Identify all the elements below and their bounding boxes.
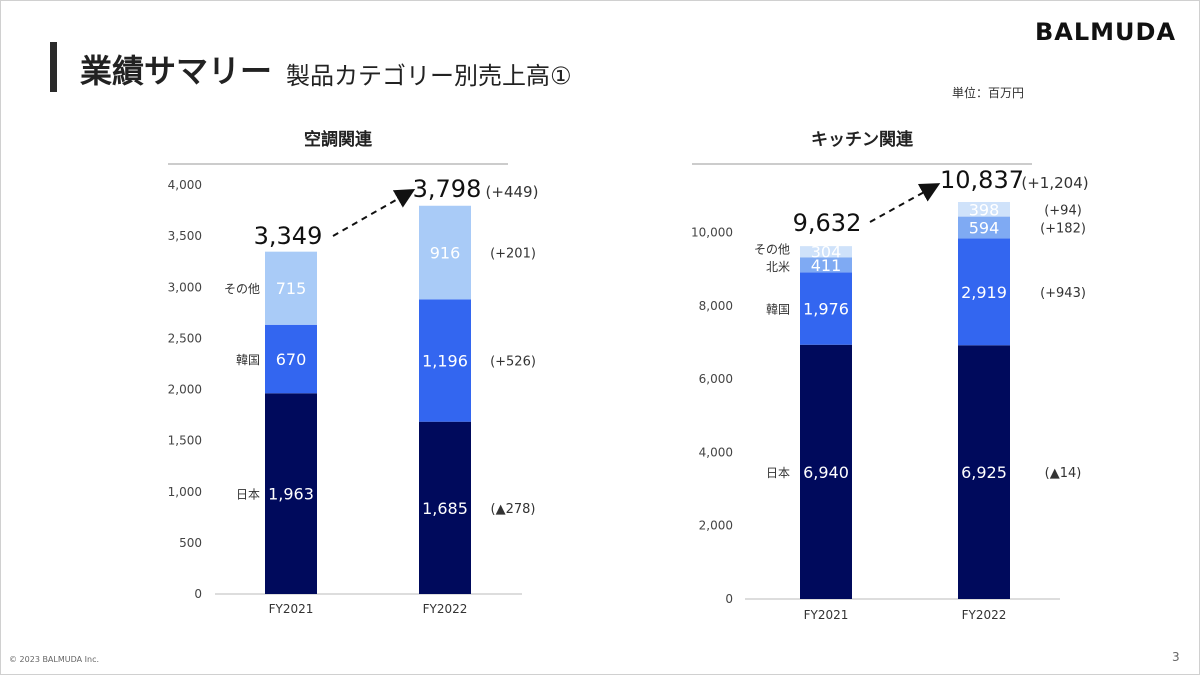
- x-tick-label: FY2022: [962, 608, 1007, 622]
- bar-segment-3: [958, 202, 1010, 217]
- bar-segment-0: [419, 421, 471, 594]
- delta-label: (+94): [1044, 203, 1082, 218]
- bar-segment-1: [800, 272, 852, 345]
- x-tick-label: FY2021: [804, 608, 849, 622]
- y-tick-label: 0: [725, 592, 733, 606]
- total-label: 9,632: [793, 209, 862, 237]
- y-tick-label: 3,000: [168, 280, 202, 294]
- bar-segment-0: [958, 345, 1010, 599]
- data-label: 398: [969, 200, 1000, 219]
- delta-label: (+182): [1040, 221, 1086, 236]
- delta-label: (+526): [490, 355, 536, 370]
- data-label: 304: [811, 243, 842, 262]
- y-tick-label: 2,000: [699, 519, 733, 533]
- y-tick-label: 10,000: [691, 226, 733, 240]
- series-label: 韓国: [766, 303, 790, 317]
- y-tick-label: 1,500: [168, 434, 202, 448]
- y-tick-label: 0: [194, 587, 202, 601]
- x-tick-label: FY2022: [423, 602, 468, 616]
- data-label: 1,963: [268, 485, 314, 504]
- delta-label: (+943): [1040, 286, 1086, 301]
- series-label: 韓国: [236, 353, 260, 367]
- chart-kitchen: キッチン関連 0 2,000 4,000 6,000 8,000 10,000 6,940 日本…: [691, 129, 1089, 622]
- page-subtitle: 製品カテゴリー別売上高①: [286, 62, 572, 90]
- chart-title: 空調関連: [304, 129, 373, 150]
- copyright: © 2023 BALMUDA Inc.: [9, 655, 100, 664]
- data-label: 411: [811, 256, 842, 275]
- data-label: 2,919: [961, 283, 1007, 302]
- data-label: 594: [969, 218, 1000, 237]
- bar-segment-2: [800, 257, 852, 273]
- total-delta-label: (+449): [486, 183, 539, 201]
- chart-title: キッチン関連: [811, 129, 914, 150]
- series-label: 北米: [766, 260, 790, 274]
- y-tick-label: 2,500: [168, 331, 202, 345]
- bar-segment-1: [265, 324, 317, 394]
- bar-segment-2: [265, 251, 317, 325]
- bar-segment-1: [958, 238, 1010, 346]
- y-tick-label: 1,000: [168, 485, 202, 499]
- data-label: 670: [276, 350, 307, 369]
- bar-segment-2: [419, 205, 471, 300]
- bar-segment-1: [419, 299, 471, 422]
- bar-segment-3: [800, 246, 852, 258]
- page-title: 業績サマリー: [80, 52, 273, 90]
- series-label: その他: [754, 243, 790, 257]
- unit-label: 単位：百万円: [952, 86, 1025, 100]
- y-tick-label: 4,000: [699, 445, 733, 459]
- y-tick-label: 8,000: [699, 299, 733, 313]
- y-tick-label: 2,000: [168, 383, 202, 397]
- series-label: 日本: [766, 466, 790, 480]
- data-label: 1,196: [422, 352, 468, 371]
- total-label: 10,837: [940, 166, 1024, 194]
- growth-arrow: [869, 183, 941, 223]
- delta-label: (▲278): [491, 502, 536, 517]
- total-delta-label: (+1,204): [1021, 174, 1088, 192]
- page-number: 3: [1172, 650, 1180, 664]
- bar-segment-2: [958, 216, 1010, 239]
- brand-logo: BALMUDA: [1035, 18, 1177, 46]
- total-label: 3,349: [254, 222, 323, 250]
- data-label: 6,940: [803, 463, 849, 482]
- data-label: 916: [430, 244, 461, 263]
- chart-air-conditioning: 空調関連 0 500 1,000 1,500 2,000 2,500 3,000 3,500 4,…: [168, 129, 539, 616]
- total-label: 3,798: [413, 175, 482, 203]
- title-accent-bar: [50, 42, 57, 92]
- series-label: 日本: [236, 488, 260, 502]
- data-label: 715: [276, 279, 307, 298]
- y-tick-label: 3,500: [168, 229, 202, 243]
- y-tick-label: 4,000: [168, 178, 202, 192]
- data-label: 6,925: [961, 463, 1007, 482]
- data-label: 1,685: [422, 499, 468, 518]
- series-label: その他: [224, 282, 260, 296]
- y-tick-label: 6,000: [699, 372, 733, 386]
- bar-segment-0: [265, 393, 317, 594]
- delta-label: (▲14): [1045, 466, 1082, 481]
- delta-label: (+201): [490, 247, 536, 262]
- x-tick-label: FY2021: [269, 602, 314, 616]
- bar-segment-0: [800, 344, 852, 599]
- data-label: 1,976: [803, 300, 849, 319]
- y-tick-label: 500: [179, 536, 202, 550]
- growth-arrow: [332, 189, 416, 237]
